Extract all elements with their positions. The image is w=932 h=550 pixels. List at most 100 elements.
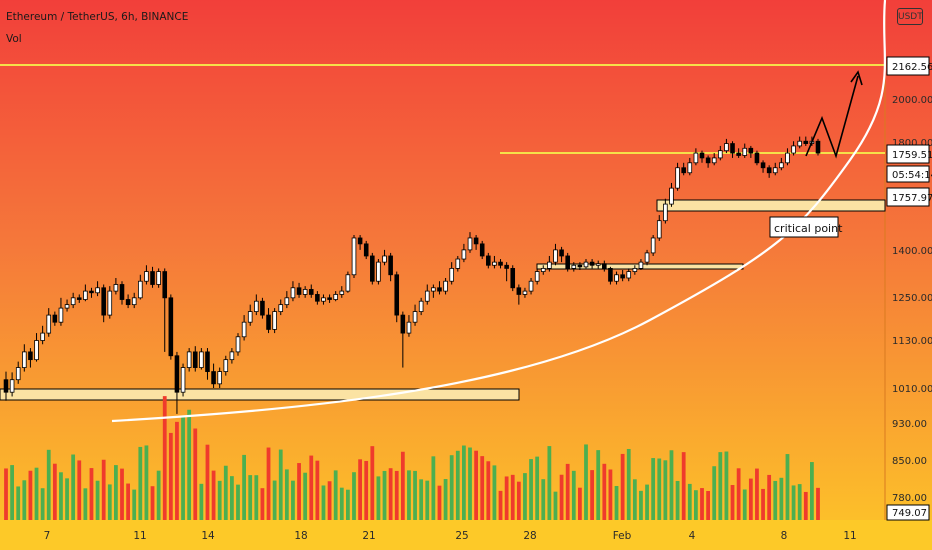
candle-body — [577, 264, 583, 268]
date-tick-label: Feb — [613, 530, 632, 542]
price-tick-label: 1800.00 — [892, 138, 932, 149]
volume-bar — [315, 460, 320, 520]
candle-body — [443, 280, 448, 292]
volume-bar — [89, 468, 94, 520]
volume-bar — [700, 488, 704, 520]
last-price-text: 1759.51 — [892, 150, 932, 161]
chart-title: Ethereum / TetherUS, 6h, BINANCE — [6, 11, 189, 23]
volume-bar — [260, 488, 265, 520]
volume-bar — [608, 469, 613, 520]
volume-bar — [449, 455, 454, 520]
candle-body — [180, 367, 186, 393]
candle-body — [52, 314, 58, 323]
volume-bar — [651, 458, 656, 520]
date-tick-label: 8 — [781, 530, 788, 542]
candle-body — [431, 287, 436, 292]
candle-body — [461, 249, 467, 260]
volume-layer — [4, 396, 820, 520]
candle-body — [394, 274, 400, 316]
candle-body — [547, 261, 552, 269]
candle-body — [357, 237, 363, 245]
volume-bar — [681, 452, 686, 520]
candle-body — [76, 297, 82, 300]
candle-body — [602, 263, 607, 269]
candle-body — [608, 268, 613, 282]
candle-body — [663, 203, 668, 222]
candle-body — [327, 297, 332, 300]
candle-body — [278, 304, 284, 312]
candle-body — [705, 157, 711, 164]
volume-bar — [77, 460, 82, 520]
volume-bar — [785, 454, 790, 520]
volume-bar — [168, 432, 173, 520]
volume-bar — [400, 451, 405, 520]
candle-body — [382, 255, 387, 263]
candle-body — [64, 304, 70, 309]
volume-bar — [10, 465, 14, 520]
support-zone — [0, 388, 520, 401]
volume-bar — [626, 448, 631, 520]
candle-body — [34, 340, 39, 361]
date-tick-label: 4 — [689, 530, 696, 542]
candle-body — [614, 274, 619, 282]
date-tick-label: 7 — [44, 530, 51, 542]
volume-bar — [639, 490, 643, 520]
volume-bar — [645, 484, 649, 520]
volume-bar — [333, 470, 338, 520]
candle-body — [571, 264, 577, 269]
volume-bar — [455, 450, 460, 520]
volume-bar — [748, 478, 753, 520]
candle-body — [565, 255, 570, 269]
candle-body — [589, 261, 595, 266]
candle-body — [229, 351, 235, 361]
candles-layer — [3, 136, 821, 414]
volume-bar — [156, 470, 161, 520]
candle-body — [113, 284, 119, 292]
volume-bar — [657, 458, 662, 520]
volume-bar — [755, 468, 759, 520]
volume-bar — [559, 474, 564, 520]
volume-bar — [364, 460, 369, 520]
volume-bar — [431, 456, 436, 520]
previous-price-tag — [886, 187, 930, 207]
volume-bar — [443, 479, 448, 520]
date-tick-label: 28 — [523, 530, 536, 542]
volume-bar — [120, 468, 124, 520]
candle-body — [455, 258, 461, 269]
volume-bar — [254, 475, 259, 520]
volume-bar — [95, 480, 100, 520]
candle-body — [22, 351, 27, 368]
candle-body — [687, 162, 693, 174]
price-tick-label: 1130.00 — [892, 336, 932, 347]
volume-bar — [28, 470, 33, 520]
candle-body — [308, 289, 314, 295]
candle-body — [540, 268, 546, 272]
candle-body — [272, 311, 277, 330]
candle-body — [638, 261, 644, 269]
candle-body — [620, 274, 625, 279]
candle-body — [418, 300, 424, 312]
candle-body — [266, 314, 271, 330]
volume-bar — [718, 452, 723, 520]
candle-body — [479, 243, 485, 257]
candle-body — [223, 359, 229, 372]
candle-body — [718, 150, 723, 159]
volume-bar — [468, 447, 472, 520]
candle-body — [260, 300, 265, 316]
price-tick-label: 850.00 — [892, 456, 927, 467]
candle-body — [247, 311, 253, 323]
volume-bar — [303, 472, 308, 520]
currency-button[interactable]: USDT — [897, 8, 923, 25]
volume-bar — [547, 446, 552, 520]
candle-body — [199, 351, 204, 368]
volume-bar — [462, 445, 466, 520]
volume-bar — [510, 474, 515, 520]
candle-body — [534, 271, 540, 282]
candle-body — [95, 287, 100, 294]
volume-bar — [480, 456, 485, 520]
volume-bar — [40, 488, 45, 520]
date-axis: 7 11 14 18 21 25 28 Feb 4 8 11 — [44, 530, 857, 542]
candle-body — [400, 314, 406, 334]
volume-bar — [309, 455, 314, 520]
